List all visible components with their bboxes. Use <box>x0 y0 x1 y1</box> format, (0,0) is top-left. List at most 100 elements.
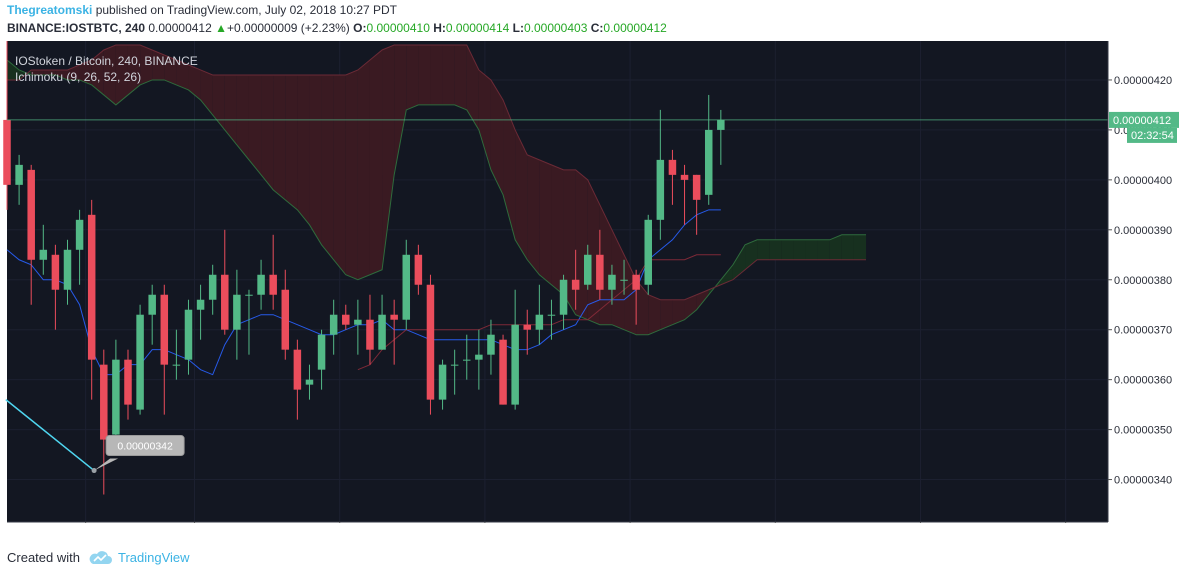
cloud-segment <box>575 169 588 320</box>
candle-body <box>559 279 568 315</box>
candle-body <box>475 354 483 360</box>
cloud-segment <box>442 44 455 105</box>
cloud-segment <box>164 54 177 85</box>
cloud-segment <box>406 44 419 110</box>
candle-body <box>172 364 181 366</box>
candle-body <box>426 284 435 400</box>
cloud-segment <box>757 239 770 260</box>
y-tick-label: 0.00000350 <box>1114 425 1172 437</box>
candle-body <box>160 294 169 365</box>
candle-body <box>329 314 338 335</box>
last-price-badge <box>1109 111 1179 128</box>
cloud-segment <box>636 279 649 335</box>
footer: Created with TradingView <box>7 550 190 565</box>
author-link[interactable]: Thegreatomski <box>7 3 93 17</box>
candle-body <box>620 279 628 281</box>
cloud-segment <box>793 239 806 260</box>
cloud-segment <box>430 44 443 105</box>
candle-body <box>547 314 556 316</box>
close-label: C: <box>590 21 604 35</box>
candle-body <box>717 119 725 130</box>
cloud-segment <box>829 234 842 260</box>
candle-body <box>75 219 84 250</box>
tradingview-cloud-icon <box>89 550 112 564</box>
cloud-segment <box>188 64 201 100</box>
cloud-segment <box>212 74 225 130</box>
countdown-badge <box>1127 127 1177 143</box>
last-price: 0.00000412 <box>148 21 212 35</box>
cloud-segment <box>539 159 552 285</box>
open-label: O: <box>353 21 367 35</box>
cloud-segment <box>140 44 153 85</box>
candle-body <box>390 314 398 320</box>
candle-body <box>148 294 156 315</box>
cloud-segment <box>853 234 867 260</box>
indicator-legend: Ichimoku (9, 26, 52, 26) <box>15 70 141 84</box>
candle-body <box>463 359 471 361</box>
candle-body <box>487 334 495 355</box>
candle-body <box>342 314 350 325</box>
candle-body <box>305 379 314 385</box>
candle-body <box>293 349 302 390</box>
cloud-segment <box>490 79 504 195</box>
publish-header: Thegreatomski published on TradingView.c… <box>7 3 397 17</box>
candle-body <box>63 249 72 290</box>
candle-body <box>438 364 447 400</box>
span-a-line <box>6 59 867 336</box>
cloud-segment <box>273 74 286 200</box>
cloud-segment <box>248 74 262 175</box>
cloud-segment <box>648 294 661 335</box>
cloud-segment <box>611 229 625 330</box>
up-arrow-icon: ▲ <box>215 21 228 35</box>
annotations: 0.00000342 <box>5 119 1108 474</box>
open-value: 0.00000410 <box>366 21 430 35</box>
candle-body <box>233 294 241 330</box>
candle-body <box>269 274 277 295</box>
cloud-segment <box>563 169 576 315</box>
y-tick-label: 0.00000400 <box>1114 175 1172 187</box>
candle-body <box>704 129 713 195</box>
cloud-segment <box>297 74 310 225</box>
tradingview-link[interactable]: TradingView <box>117 550 190 565</box>
cloud-segment <box>127 44 141 95</box>
symbol-legend: IOStoken / Bitcoin, 240, BINANCE <box>15 54 198 68</box>
cloud-segment <box>394 44 407 175</box>
cloud-segment <box>7 59 20 80</box>
cloud-segment <box>551 164 564 295</box>
candle-body <box>450 364 459 366</box>
time-axis[interactable]: 13:00252729Jul357 <box>72 522 1069 523</box>
cloud-segment <box>345 69 358 280</box>
last-price-axis-label: 0.00000412 <box>1113 115 1171 127</box>
y-tick-label: 0.00000380 <box>1114 275 1172 287</box>
candle-body <box>3 119 11 185</box>
cloud-segment <box>720 264 733 285</box>
candle-body <box>39 249 48 260</box>
cloud-segment <box>769 239 782 260</box>
candle-body <box>596 254 604 290</box>
candle-body <box>317 334 326 370</box>
candle-body <box>221 274 229 330</box>
cloud-segment <box>176 59 189 90</box>
cloud-segment <box>261 74 274 190</box>
low-label: L: <box>512 21 524 35</box>
high-label: H: <box>433 21 446 35</box>
cloud-segment <box>152 49 165 80</box>
cloud-segment <box>31 69 44 75</box>
cloud-segment <box>333 74 346 275</box>
price-chart[interactable]: 0.00000342 0.000004200.000004100.0000040… <box>0 41 1185 523</box>
candle-body <box>511 324 519 405</box>
cloud-segment <box>454 44 467 110</box>
cloud-segment <box>817 239 830 260</box>
price-axis[interactable]: 0.000004200.000004100.000004000.00000390… <box>1108 75 1179 487</box>
cloud-segment <box>466 44 479 130</box>
cloud-segment <box>79 59 92 85</box>
cloud-segment <box>309 74 322 245</box>
countdown-label: 02:32:54 <box>1131 130 1174 142</box>
callout-label: 0.00000342 <box>117 441 173 453</box>
cloud-segment <box>841 234 854 260</box>
cloud-segment <box>224 74 237 145</box>
y-tick-label: 0.00000390 <box>1114 225 1172 237</box>
cloud-segment <box>527 154 540 275</box>
candle-body <box>692 174 701 200</box>
candle-body <box>196 299 205 310</box>
